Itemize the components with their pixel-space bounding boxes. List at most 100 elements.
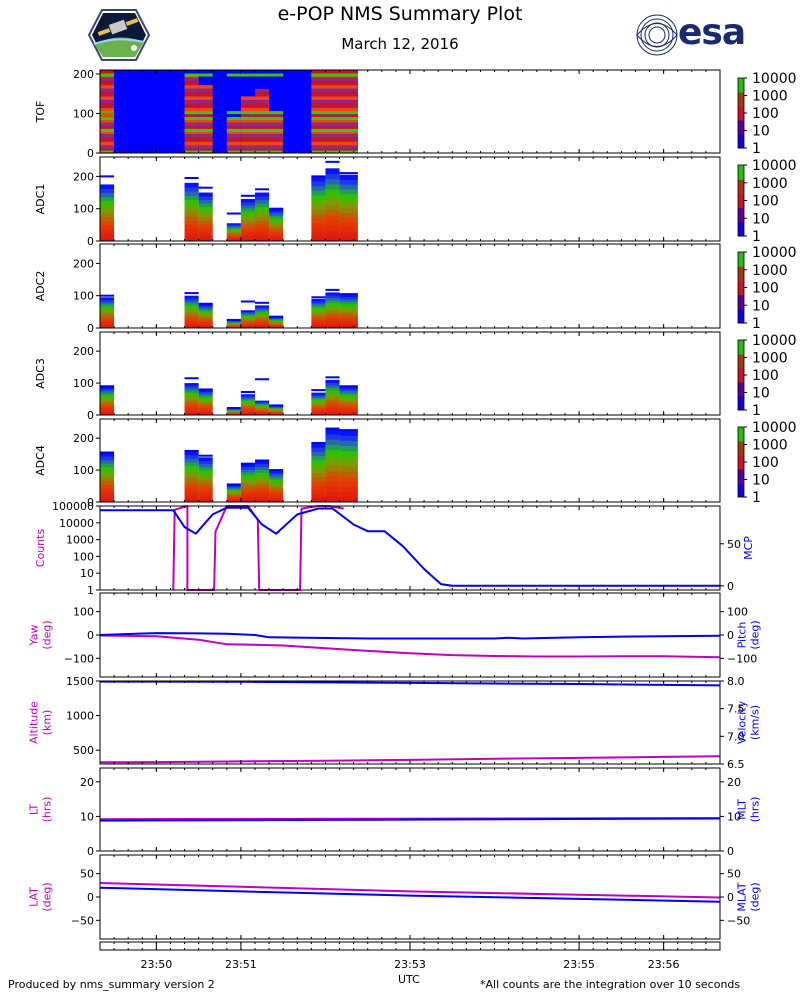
tof-band (226, 73, 241, 77)
adc-bar-segment (325, 292, 340, 296)
y-tick-label: 100 (73, 550, 94, 563)
adc-bar-segment (311, 213, 326, 219)
tof-strip (100, 70, 115, 74)
adc-bar-segment (184, 408, 199, 411)
colorbar-segment (738, 262, 744, 267)
adc-bar-segment (311, 181, 326, 187)
adc-bar-segment (325, 194, 340, 200)
colorbar-segment (738, 396, 744, 400)
colorbar-segment (738, 123, 744, 128)
adc-bar-segment (311, 411, 326, 414)
tof-band (240, 117, 255, 121)
adc-bar-segment (339, 207, 358, 214)
colorbar-segment (738, 354, 744, 358)
tof-strip (325, 130, 340, 135)
y-tick-label: 0 (87, 322, 94, 335)
colorbar-segment (738, 378, 744, 383)
adc-bar-segment (311, 227, 326, 233)
adc-bar-segment (198, 312, 213, 315)
adc-bar-segment (184, 220, 199, 225)
adc-bar-segment (100, 192, 115, 198)
y2-tick-label: 100 (727, 606, 748, 619)
adc-bar-segment (100, 480, 115, 485)
adc-bar-segment (184, 494, 199, 499)
y-tick-label: 100 (73, 464, 94, 477)
adc-bar-segment (198, 234, 213, 239)
series-line-right (99, 886, 721, 903)
tof-strip (198, 134, 213, 138)
tof-strip (100, 81, 115, 86)
tof-strip (240, 103, 255, 108)
tof-band (184, 73, 199, 77)
y2-axis-label: (deg) (749, 620, 762, 649)
tof-band (198, 128, 213, 132)
adc-bar-segment (269, 474, 284, 478)
adc-bar-segment (198, 319, 213, 322)
colorbar-segment (738, 165, 744, 170)
tof-strip (226, 134, 241, 138)
tof-strip (184, 96, 199, 101)
adc-bar-segment (325, 297, 340, 301)
adc-bar-segment (100, 473, 115, 478)
adc-bar-segment (226, 412, 241, 414)
adc-bar-segment (255, 321, 270, 324)
adc-bar-segment (226, 321, 241, 323)
adc-bar-segment (184, 304, 199, 308)
adc-bar-segment (339, 318, 358, 322)
adc-bar-segment (325, 189, 340, 195)
adc-bar-segment (255, 466, 270, 470)
adc-bar-segment (339, 184, 358, 190)
adc-bar-segment (255, 402, 270, 405)
adc-bar-segment (339, 308, 358, 312)
adc-bar-segment (269, 326, 284, 328)
adc-bar-segment (269, 410, 284, 412)
tof-band (339, 117, 358, 121)
tof-strip (311, 141, 326, 146)
tof-strip (325, 137, 340, 142)
adc-bar-segment (269, 499, 284, 503)
tof-strip (269, 137, 284, 142)
adc-bar-segment (339, 398, 358, 402)
tof-strip (240, 96, 255, 101)
colorbar-segment (738, 298, 744, 303)
y-axis-label: (hrs) (41, 797, 54, 823)
adc-bar-segment (100, 228, 115, 234)
adc-bar-segment (255, 227, 270, 232)
tof-strip (198, 92, 213, 97)
adc-bar-segment (198, 227, 213, 232)
adc-bar-segment (198, 308, 213, 312)
adc-bar-segment (311, 231, 326, 237)
adc-bar-segment (240, 491, 255, 495)
adc-bar-segment (100, 303, 115, 307)
adc-bar-segment (325, 307, 340, 311)
adc-bar-segment (240, 321, 255, 324)
tof-strip (255, 92, 270, 97)
adc-bar-segment (226, 233, 241, 236)
y-tick-label: 200 (73, 68, 94, 81)
adc-bar-segment (240, 469, 255, 473)
tof-strip (339, 103, 358, 108)
tof-strip (100, 92, 115, 97)
adc-bar-segment (240, 217, 255, 221)
colorbar-segment (738, 221, 744, 226)
adc-bar-segment (184, 469, 199, 474)
adc-bar-segment (226, 412, 241, 414)
colorbar-segment (738, 437, 744, 442)
adc-bar-segment (226, 323, 241, 326)
adc-bar-segment (339, 450, 358, 457)
adc-bar-segment (184, 311, 199, 315)
adc-bar-segment (226, 496, 241, 499)
adc-bar-segment (339, 400, 358, 404)
colorbar-segment (738, 448, 744, 452)
tof-strip (339, 81, 358, 86)
adc-bar-segment (339, 386, 358, 389)
adc-bar-segment (184, 405, 199, 409)
tof-band (100, 73, 115, 77)
tof-strip (100, 100, 115, 104)
colorbar-segment (738, 357, 744, 362)
adc-bar-segment (198, 470, 213, 474)
adc-bar-segment (240, 410, 255, 413)
colorbar-tick-label: 10000 (752, 71, 797, 87)
tof-strip (184, 134, 199, 138)
adc-bar-segment (100, 463, 115, 468)
